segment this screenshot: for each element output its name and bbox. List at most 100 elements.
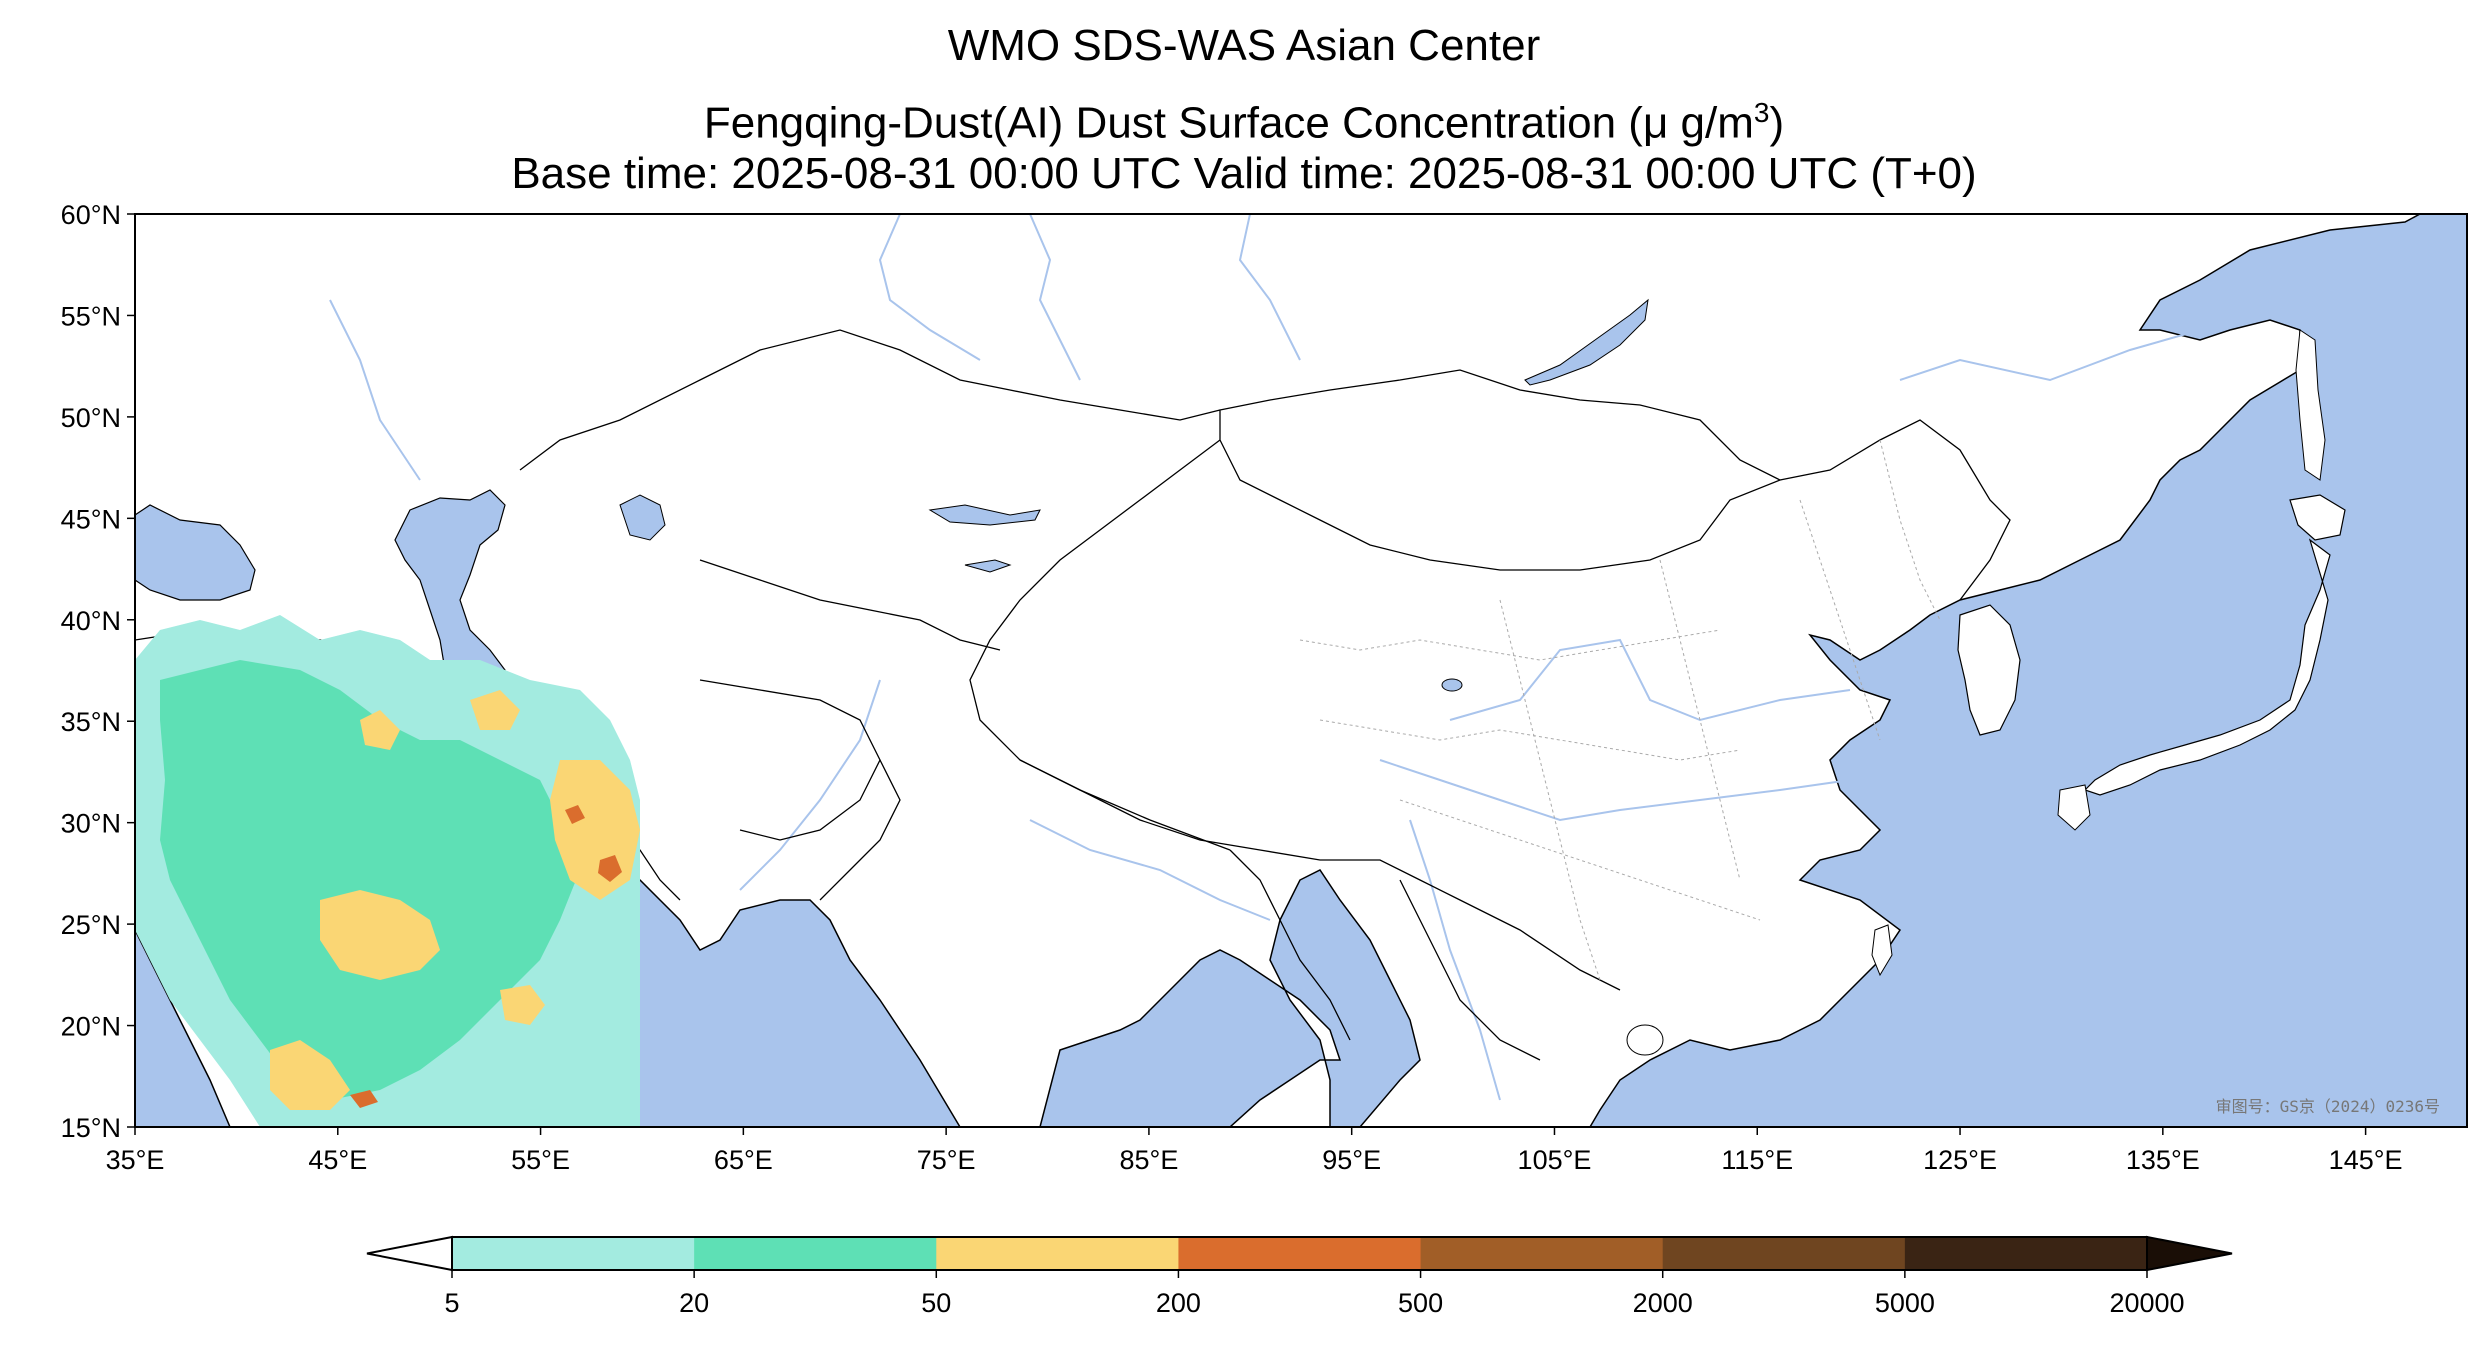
lon-tick-label: 35°E (106, 1145, 165, 1175)
province-border-4 (1499, 599, 1601, 981)
river-mekong (1409, 819, 1501, 1101)
sakhalin-island (2295, 329, 2326, 481)
colorbar-cells (451, 1236, 2148, 1271)
dust-concentration-field (135, 615, 640, 1127)
lon-tick-label: 45°E (308, 1145, 367, 1175)
lat-tick-label: 30°N (61, 809, 121, 839)
lon-tick-label: 85°E (1119, 1145, 1178, 1175)
korea-peninsula (1957, 604, 2021, 736)
province-border-6 (1799, 499, 1881, 741)
colorbar-cell (1178, 1237, 1422, 1270)
colorbar-cell (1662, 1237, 1906, 1270)
dust-level-50-200-region (270, 1040, 350, 1110)
colorbar-cell (1904, 1237, 2148, 1270)
river-ob (1029, 214, 1081, 381)
lon-tick-label: 125°E (1923, 1145, 1997, 1175)
lon-tick-label: 55°E (511, 1145, 570, 1175)
dust-level-50-200-region (360, 710, 400, 750)
border-indochina (1399, 879, 1541, 1061)
border-china-north (1779, 419, 2011, 601)
rivers (319, 214, 2201, 1101)
lat-tick-label: 15°N (61, 1113, 121, 1143)
subtitle-unit: μ g/m (1642, 98, 1754, 148)
lake-qinghai (1441, 678, 1463, 692)
province-border-1 (1299, 629, 1721, 661)
taiwan-island (1871, 924, 1893, 977)
lake-issyk-kul (964, 559, 1012, 573)
subtitle-close: ) (1769, 98, 1785, 148)
latitude-axis: 60°N 55°N 50°N 45°N 40°N 35°N 30°N 25°N 20°N 15°N (61, 200, 135, 1143)
lat-tick-label: 60°N (61, 200, 121, 230)
lon-tick-label: 75°E (917, 1145, 976, 1175)
border-bangladesh-myanmar (1229, 849, 1351, 1041)
lat-tick-label: 55°N (61, 301, 121, 331)
lon-tick-label: 65°E (714, 1145, 773, 1175)
colorbar-tick-label: 5000 (1875, 1288, 1935, 1318)
dust-level-200-500-region (350, 1090, 378, 1108)
longitude-axis: 35°E 45°E 55°E 65°E 75°E 85°E 95°E 105°E 115°E 12… (106, 1127, 2403, 1175)
province-borders (1299, 439, 1941, 981)
river-yellow (1449, 638, 1851, 722)
colorbar-tick-label: 20000 (2109, 1288, 2184, 1318)
lon-tick-label: 115°E (1721, 1145, 1793, 1175)
colorbar-tick-label: 200 (1156, 1288, 1201, 1318)
lat-tick-label: 40°N (61, 606, 121, 636)
colorbar-tick-label: 20 (679, 1288, 709, 1318)
colorbar-cell (452, 1237, 695, 1270)
colorbar-tick-label: 500 (1398, 1288, 1443, 1318)
river-indus (739, 679, 881, 891)
colorbar-cell (936, 1237, 1179, 1270)
lat-tick-label: 35°N (61, 707, 121, 737)
dust-level-50-200-region (500, 985, 545, 1025)
dust-level-20-50-region (160, 660, 580, 1100)
dust-level-50-200-region (470, 690, 520, 730)
border-india-nepal (1019, 759, 1231, 851)
colorbar-under-arrow (366, 1235, 453, 1272)
dust-level-200-500-region (598, 855, 622, 882)
chart-subtitle: Fengqing-Dust(AI) Dust Surface Concentra… (0, 87, 2488, 150)
river-yenisei (1238, 214, 1301, 361)
lat-tick-label: 50°N (61, 403, 121, 433)
lake-balkhash (928, 504, 1041, 526)
colorbar: 5 20 50 200 500 2000 5000 20000 (366, 1235, 2233, 1318)
colorbar-cell (1420, 1237, 1664, 1270)
hainan-island (1626, 1024, 1664, 1056)
river-irtysh (878, 214, 981, 361)
river-amur (1899, 329, 2201, 382)
border-pakistan-india (819, 759, 901, 901)
province-border-2 (1319, 719, 1741, 761)
map-frame (134, 213, 2468, 1128)
lon-tick-label: 95°E (1322, 1145, 1381, 1175)
black-sea (135, 504, 256, 601)
river-volga (329, 299, 421, 481)
kyushu-island (2057, 784, 2091, 831)
lon-tick-label: 135°E (2126, 1145, 2200, 1175)
time-info: Base time: 2025-08-31 00:00 UTC Valid ti… (511, 149, 1977, 198)
map-area: 审图号：GS京（2024）0236号 (135, 214, 2467, 1127)
colorbar-labels: 5 20 50 200 500 2000 5000 20000 (444, 1270, 2185, 1318)
map-approval-watermark: 审图号：GS京（2024）0236号 (2216, 1097, 2440, 1116)
province-border-7 (1879, 439, 1941, 621)
province-border-5 (1659, 559, 1741, 881)
lon-tick-label: 145°E (2329, 1145, 2403, 1175)
hokkaido-island (2289, 494, 2346, 541)
aral-sea (619, 494, 666, 541)
border-mongolia (1219, 369, 1782, 571)
colorbar-tick-label: 2000 (1633, 1288, 1693, 1318)
border-central-asia (699, 559, 1001, 651)
colorbar-tick-label: 5 (444, 1288, 459, 1318)
lat-tick-label: 25°N (61, 910, 121, 940)
border-russia-kazakhstan (519, 329, 1221, 471)
colorbar-cell (694, 1237, 937, 1270)
dust-level-50-200-region (320, 890, 440, 980)
lake-baikal (1524, 298, 1649, 386)
river-yangtze (1379, 759, 1851, 822)
dust-level-200-500-region (565, 805, 585, 824)
lon-tick-label: 105°E (1518, 1145, 1592, 1175)
chart-title: WMO SDS-WAS Asian Center (947, 21, 1541, 70)
subtitle-main: Fengqing-Dust(AI) Dust Surface Concentra… (703, 98, 1643, 148)
colorbar-over-arrow (2146, 1235, 2233, 1272)
lat-tick-label: 45°N (61, 504, 121, 534)
river-ganges (1029, 819, 1271, 921)
